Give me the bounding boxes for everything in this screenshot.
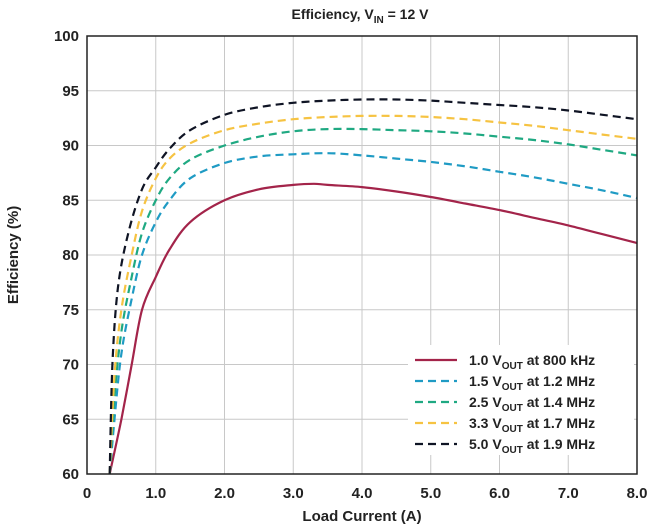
x-tick-label: 4.0 <box>352 485 373 502</box>
x-tick-label: 6.0 <box>489 485 510 502</box>
y-tick-labels: 60 65 70 75 80 85 90 95 100 <box>54 28 79 483</box>
y-tick-label: 95 <box>62 83 79 100</box>
grid-lines <box>87 36 637 474</box>
series-line-5 <box>108 98 638 475</box>
y-tick-label: 80 <box>62 247 79 264</box>
y-tick-label: 90 <box>62 138 79 155</box>
x-tick-label: 5.0 <box>420 485 441 502</box>
x-tick-label: 1.0 <box>145 485 166 502</box>
series-layer <box>108 98 638 475</box>
chart-title-prefix: Efficiency, V <box>292 6 375 22</box>
legend-label-1: 1.0 VOUT at 800 kHz <box>469 352 595 372</box>
chart-title: Efficiency, VIN = 12 V <box>292 6 430 26</box>
y-tick-label: 65 <box>62 411 79 428</box>
x-tick-label: 2.0 <box>214 485 235 502</box>
x-tick-labels: 0 1.0 2.0 3.0 4.0 5.0 6.0 7.0 8.0 <box>83 485 648 502</box>
legend-background <box>408 345 634 455</box>
legend-label-3: 2.5 VOUT at 1.4 MHz <box>469 394 595 414</box>
x-tick-label: 0 <box>83 485 91 502</box>
y-axis-label: Efficiency (%) <box>5 206 22 304</box>
y-tick-label: 70 <box>62 357 79 374</box>
y-tick-label: 100 <box>54 28 79 45</box>
series-line-4 <box>108 114 638 475</box>
y-tick-label: 85 <box>62 192 79 209</box>
plot-frame <box>86 35 638 475</box>
x-axis-label: Load Current (A) <box>302 508 421 525</box>
legend-label-4: 3.3 VOUT at 1.7 MHz <box>469 415 595 435</box>
series-line-2 <box>108 152 638 475</box>
chart-title-suffix: = 12 V <box>384 6 429 22</box>
y-tick-label: 75 <box>62 302 79 319</box>
y-tick-label: 60 <box>62 466 79 483</box>
x-tick-label: 7.0 <box>558 485 579 502</box>
x-tick-label: 3.0 <box>283 485 304 502</box>
x-tick-label: 8.0 <box>627 485 648 502</box>
series-line-3 <box>108 127 638 475</box>
series-line-1 <box>108 182 638 475</box>
chart-title-sub: IN <box>374 15 384 26</box>
legend-label-2: 1.5 VOUT at 1.2 MHz <box>469 373 595 393</box>
legend-label-5: 5.0 VOUT at 1.9 MHz <box>469 436 595 456</box>
